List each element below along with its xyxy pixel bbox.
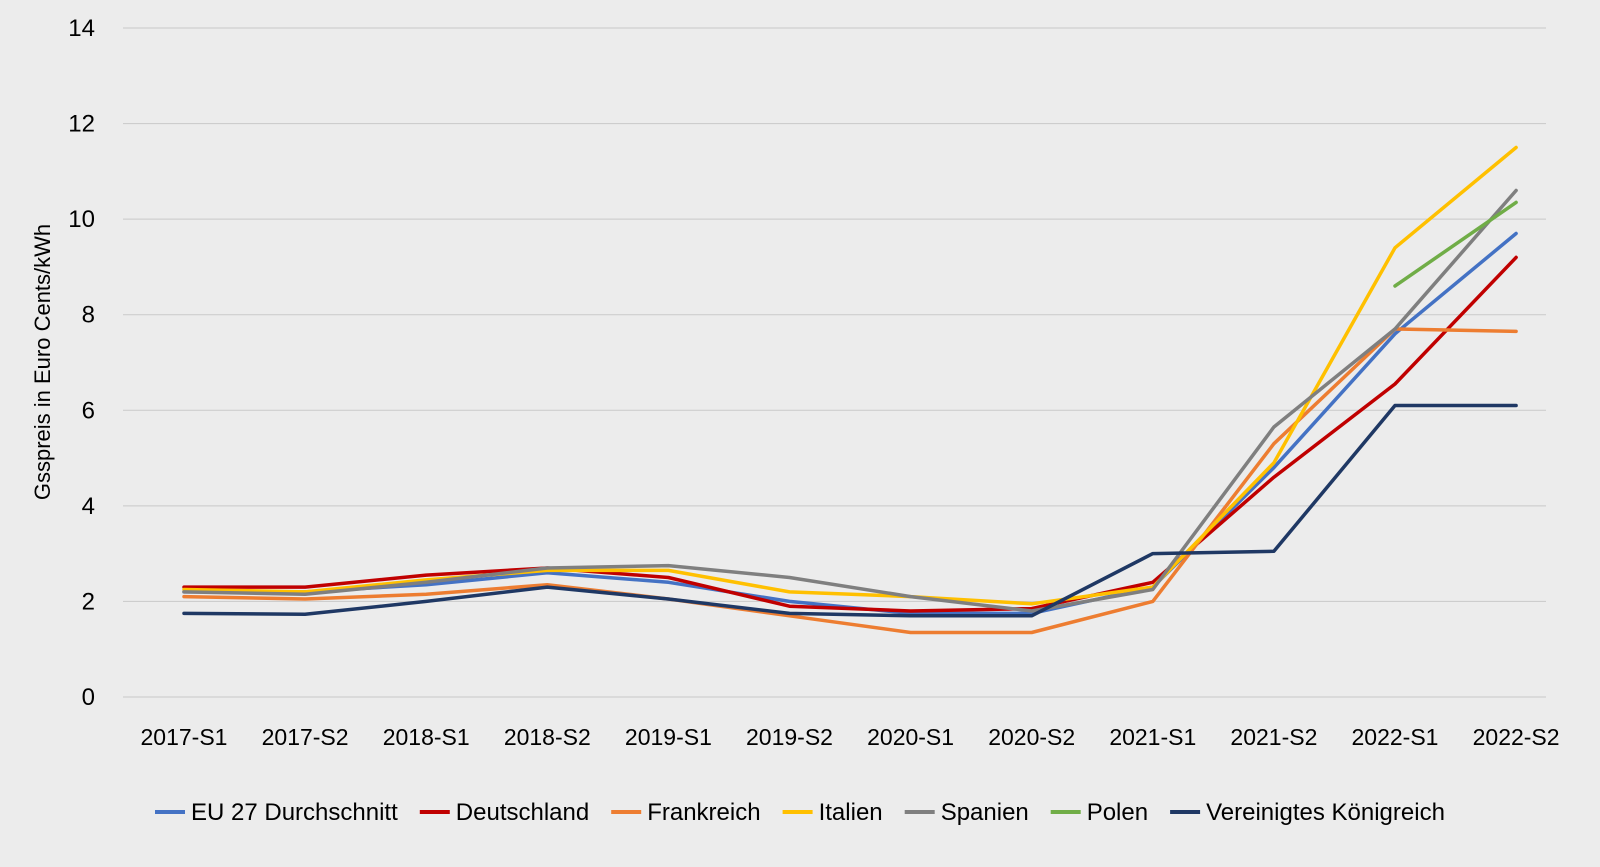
x-tick-label: 2022-S2	[1473, 724, 1560, 750]
x-tick-label: 2018-S1	[383, 724, 470, 750]
x-tick-label: 2022-S1	[1352, 724, 1439, 750]
y-axis-title: Gsspreis in Euro Cents/kWh	[30, 224, 55, 500]
legend-label: Italien	[819, 799, 883, 826]
x-tick-labels: 2017-S1 2017-S2 2018-S1 2018-S2 2019-S1 2019-…	[141, 724, 1560, 750]
legend-label: Vereinigtes Königreich	[1206, 799, 1445, 826]
series-line-spanien	[182, 188, 1518, 613]
x-tick-label: 2020-S1	[867, 724, 954, 750]
x-tick-label: 2019-S2	[746, 724, 833, 750]
legend-item: EU 27 Durchschnitt	[155, 799, 398, 826]
y-tick-label: 4	[82, 493, 95, 520]
legend-label: Spanien	[941, 799, 1029, 826]
y-tick-label: 8	[82, 302, 95, 329]
series-line-italien	[182, 145, 1518, 606]
x-tick-label: 2021-S2	[1230, 724, 1317, 750]
legend-item: Spanien	[904, 799, 1029, 826]
legend-item: Deutschland	[419, 799, 589, 826]
legend-label: EU 27 Durchschnitt	[191, 799, 398, 826]
x-tick-label: 2018-S2	[504, 724, 591, 750]
y-tick-label: 0	[82, 684, 95, 711]
y-tick-label: 14	[68, 15, 95, 42]
legend: EU 27 Durchschnitt Deutschland Frankreich I…	[155, 799, 1445, 826]
y-tick-label: 10	[68, 206, 95, 233]
y-tick-labels: 0 2 4 6 8 10 12 14	[68, 15, 95, 711]
legend-item: Italien	[782, 799, 883, 826]
legend-label: Deutschland	[456, 799, 589, 826]
legend-item: Polen	[1050, 799, 1148, 826]
series-layer	[182, 145, 1518, 635]
legend-label: Frankreich	[647, 799, 760, 826]
grid-layer	[123, 27, 1546, 698]
x-tick-label: 2017-S1	[141, 724, 228, 750]
series-line-polen	[1393, 200, 1518, 288]
series-line-deutschland	[182, 255, 1518, 613]
x-tick-label: 2021-S1	[1109, 724, 1196, 750]
legend-label: Polen	[1087, 799, 1148, 826]
y-tick-label: 12	[68, 111, 95, 138]
y-tick-label: 6	[82, 397, 95, 424]
legend-item: Frankreich	[611, 799, 761, 826]
series-line-vereinigtes-k-nigreich	[182, 403, 1518, 618]
x-tick-label: 2019-S1	[625, 724, 712, 750]
legend-item: Vereinigtes Königreich	[1170, 799, 1445, 826]
y-tick-label: 2	[82, 588, 95, 615]
series-line-eu-27-durchschnitt	[182, 231, 1518, 616]
x-tick-label: 2017-S2	[262, 724, 349, 750]
x-tick-label: 2020-S2	[988, 724, 1075, 750]
